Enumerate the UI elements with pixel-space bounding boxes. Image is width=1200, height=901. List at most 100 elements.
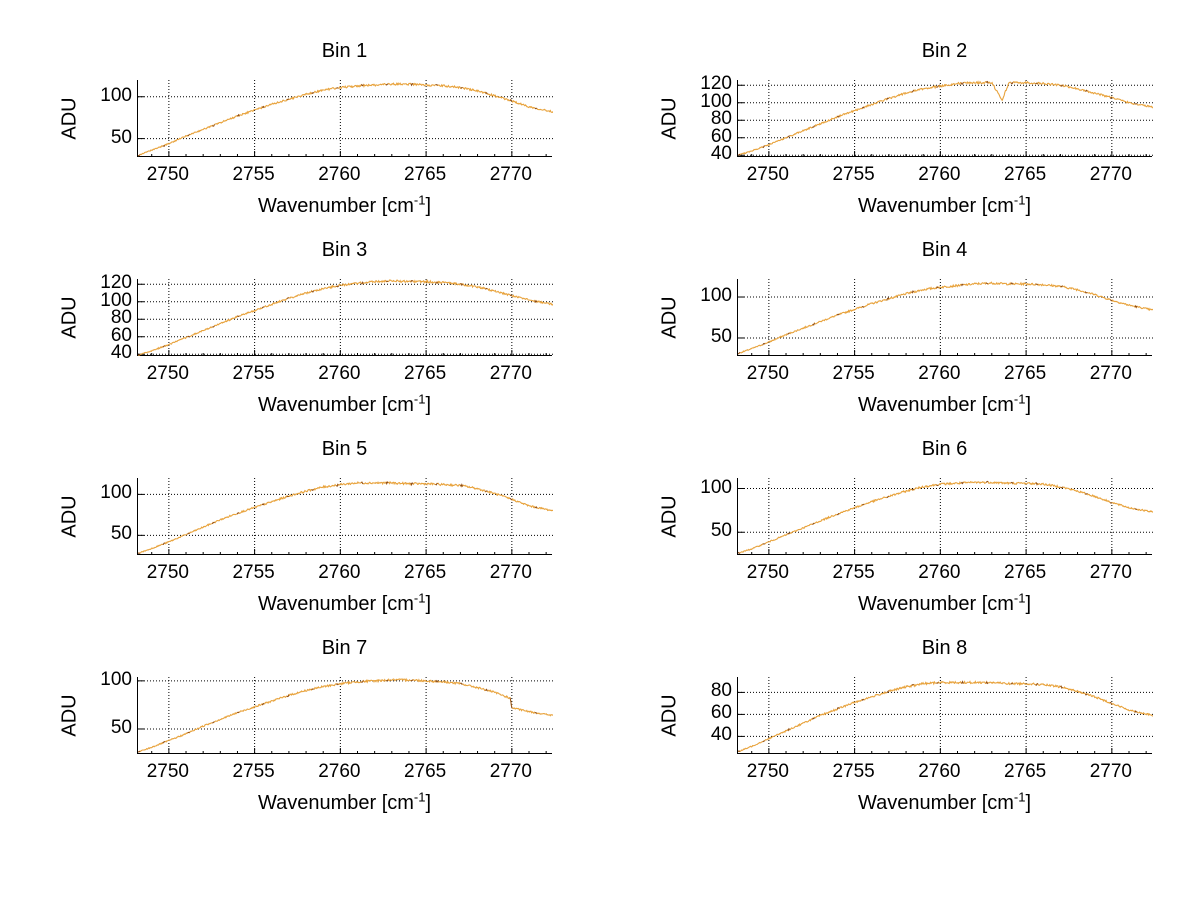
x-tick-label: 2760	[318, 562, 361, 583]
subplot-title: Bin 5	[321, 438, 368, 460]
y-axis-label: ADU	[658, 295, 681, 339]
x-tick-label: 2755	[232, 562, 275, 583]
x-tick-label: 2750	[746, 363, 789, 384]
x-tick-label: 2750	[146, 562, 189, 583]
x-axis-label-main: Wavenumber [cm	[857, 195, 1014, 217]
y-tick-label: 60	[710, 702, 732, 724]
y-tick-label: 60	[110, 324, 132, 346]
plot-area	[137, 80, 553, 157]
x-tick-label: 2750	[746, 562, 789, 583]
x-axis-label-main: Wavenumber [cm	[857, 792, 1014, 814]
x-tick-label: 2755	[232, 164, 275, 185]
x-axis-label-tail: ]	[1025, 195, 1032, 217]
x-axis-label-tail: ]	[425, 394, 432, 416]
x-tick-label: 2760	[318, 761, 361, 782]
y-tick-label: 40	[110, 342, 132, 364]
x-axis-label-exponent: -1	[413, 590, 426, 606]
data-series-line	[738, 80, 1153, 156]
plot-area	[137, 677, 553, 754]
x-axis-label-exponent: -1	[413, 789, 426, 805]
data-series-overlay	[138, 82, 537, 157]
x-tick-label: 2765	[1003, 363, 1047, 384]
y-tick-label: 80	[710, 680, 732, 702]
x-tick-label: 2755	[832, 164, 875, 185]
data-series-overlay	[738, 480, 1138, 554]
x-axis-label-main: Wavenumber [cm	[257, 792, 414, 814]
data-series-line	[738, 281, 1153, 355]
y-axis-label: ADU	[58, 96, 81, 140]
subplot-bin-1: Bin 1 50 100 2750 2755 2760 2765 2770 ADU Wavenum…	[0, 40, 553, 220]
x-axis-label-exponent: -1	[1013, 192, 1026, 208]
data-series-line	[138, 279, 553, 356]
y-tick-label: 40	[710, 143, 732, 165]
y-tick-label: 100	[700, 476, 732, 498]
plot-area	[137, 478, 553, 555]
x-axis-label-tail: ]	[425, 195, 432, 217]
y-tick-label: 50	[110, 523, 132, 545]
x-axis-label-tail: ]	[425, 792, 432, 814]
x-axis-label: Wavenumber [cm-1]	[737, 591, 1152, 616]
x-axis-label: Wavenumber [cm-1]	[137, 192, 552, 218]
x-tick-label: 2765	[1003, 562, 1047, 583]
x-axis-label-exponent: -1	[413, 192, 426, 208]
data-series-overlay	[138, 280, 538, 356]
x-tick-label: 2770	[489, 164, 532, 185]
y-axis-label: ADU	[58, 693, 81, 737]
x-axis-label-main: Wavenumber [cm	[857, 593, 1014, 615]
x-axis-label: Wavenumber [cm-1]	[737, 192, 1152, 218]
subplot-title: Bin 4	[921, 239, 968, 261]
data-series-line	[138, 81, 553, 157]
y-tick-label: 60	[710, 125, 732, 147]
y-axis-label: ADU	[658, 96, 681, 140]
x-axis-label-tail: ]	[425, 593, 432, 615]
x-tick-label: 2770	[489, 761, 532, 782]
plot-area	[737, 478, 1153, 555]
x-axis-label-tail: ]	[1025, 593, 1032, 615]
x-tick-label: 2765	[1003, 761, 1047, 782]
x-axis-label: Wavenumber [cm-1]	[137, 391, 552, 417]
data-series-line	[738, 680, 1153, 753]
data-series-line	[738, 480, 1153, 554]
y-tick-label: 120	[100, 272, 132, 294]
x-tick-label: 2755	[232, 363, 275, 384]
x-tick-label: 2770	[489, 363, 532, 384]
x-tick-label: 2750	[146, 164, 189, 185]
y-tick-label: 40	[710, 724, 732, 746]
x-axis-label-tail: ]	[1025, 792, 1032, 814]
x-tick-label: 2765	[403, 164, 447, 185]
x-axis-label-main: Wavenumber [cm	[257, 593, 414, 615]
data-series-overlay	[738, 282, 1138, 355]
y-tick-label: 80	[710, 108, 732, 130]
y-tick-label: 100	[700, 285, 732, 307]
subplot-bin-3: Bin 3 40 60 80 100 120 2750 2755 2760 2765 2770 ADU…	[0, 239, 553, 419]
y-axis-label: ADU	[658, 494, 681, 538]
subplot-bin-4: Bin 4 50 100 2750 2755 2760 2765 2770 ADU Wavenum…	[600, 239, 1153, 419]
subplot-title: Bin 2	[921, 40, 968, 62]
y-axis-label: ADU	[58, 295, 81, 339]
x-tick-label: 2770	[1089, 363, 1132, 384]
y-tick-label: 120	[700, 73, 732, 95]
y-tick-label: 100	[100, 668, 132, 690]
subplot-bin-6: Bin 6 50 100 2750 2755 2760 2765 2770 ADU Wavenum…	[600, 438, 1153, 618]
x-axis-label-main: Wavenumber [cm	[257, 394, 414, 416]
plot-area	[737, 279, 1153, 356]
x-axis-label-exponent: -1	[413, 391, 426, 407]
y-tick-label: 80	[110, 307, 132, 329]
x-axis-label-exponent: -1	[1013, 391, 1026, 407]
subplot-bin-7: Bin 7 50 100 2750 2755 2760 2765 2770 ADU Wavenum…	[0, 637, 553, 817]
x-axis-label: Wavenumber [cm-1]	[737, 790, 1152, 815]
plot-area	[737, 80, 1153, 157]
y-tick-label: 50	[110, 126, 132, 148]
x-tick-label: 2765	[403, 363, 447, 384]
x-tick-label: 2755	[832, 363, 875, 384]
y-axis-label: ADU	[658, 693, 681, 737]
x-axis-label-main: Wavenumber [cm	[257, 195, 414, 217]
x-tick-label: 2750	[146, 761, 189, 782]
x-tick-label: 2750	[746, 761, 789, 782]
x-axis-label: Wavenumber [cm-1]	[737, 391, 1152, 417]
x-tick-label: 2765	[403, 562, 447, 583]
x-tick-label: 2755	[832, 761, 875, 782]
x-axis-label: Wavenumber [cm-1]	[137, 789, 552, 815]
x-tick-label: 2750	[746, 164, 789, 185]
